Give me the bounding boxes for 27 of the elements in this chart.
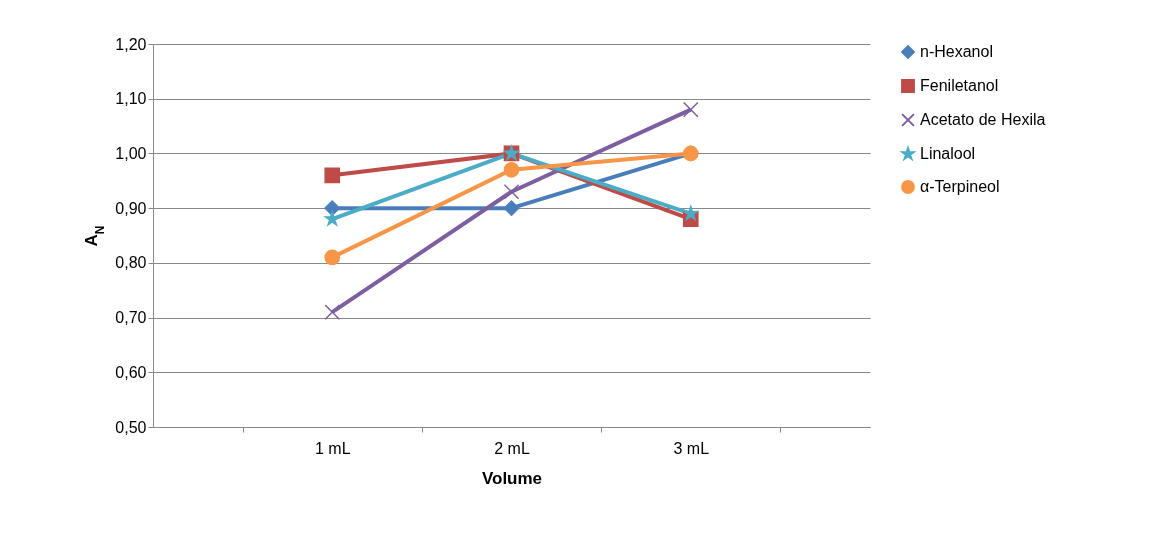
point xyxy=(324,167,341,184)
y-tick-label: 0,60 xyxy=(115,363,147,381)
point xyxy=(324,211,340,226)
point xyxy=(503,183,520,200)
legend-label: Acetato de Hexila xyxy=(920,111,1046,128)
point xyxy=(324,200,341,216)
point xyxy=(503,162,520,178)
legend-label: α-Terpineol xyxy=(920,178,1000,195)
point xyxy=(324,249,341,266)
point xyxy=(503,200,520,216)
y-tick-label: 0,70 xyxy=(115,309,147,327)
legend-label: Linalool xyxy=(920,145,976,162)
x-tick-label: 2 mL xyxy=(494,439,530,457)
legend-label: n-Hexanol xyxy=(920,43,993,60)
y-tick-label: 0,90 xyxy=(115,199,147,217)
y-tick-label: 0,50 xyxy=(115,418,147,436)
point xyxy=(682,101,699,118)
point xyxy=(683,205,699,221)
y-tick-label: 1,20 xyxy=(115,35,147,53)
x-tick-label: 3 mL xyxy=(673,439,710,457)
y-tick-label: 0,80 xyxy=(115,254,147,272)
point xyxy=(324,304,341,320)
legend-label: Feniletanol xyxy=(920,77,999,94)
y-tick-label: 1,00 xyxy=(115,144,147,162)
x-tick-label: 1 mL xyxy=(314,439,351,457)
x-axis-title: Volume xyxy=(481,468,543,488)
y-tick-label: 1,10 xyxy=(115,90,147,108)
